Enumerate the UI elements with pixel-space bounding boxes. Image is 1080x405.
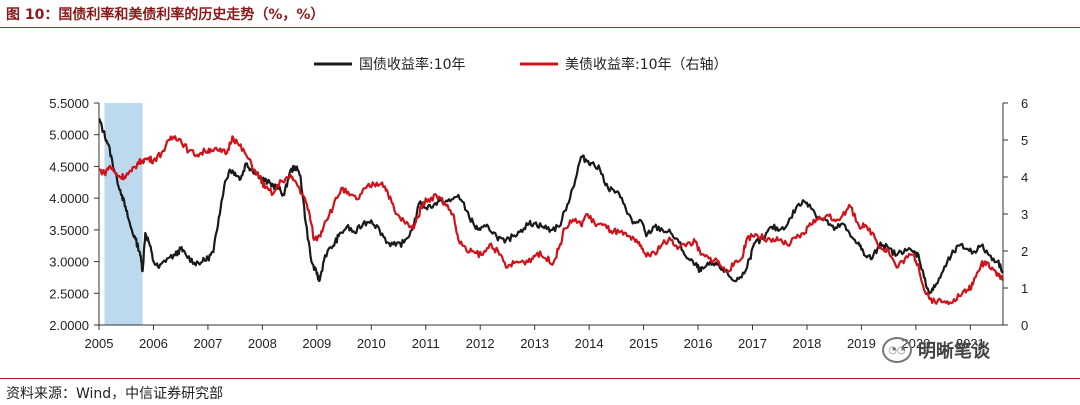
left-y-ticks: 2.0000 2.5000 3.0000 3.5000 4.0000 4.5000 5.00… — [49, 96, 99, 333]
watermark-text: 明晰笔谈 — [918, 341, 990, 362]
x-tick-label: 2018 — [792, 336, 821, 351]
left-y-tick-label: 2.5000 — [49, 286, 89, 301]
right-y-tick-label: 0 — [1021, 318, 1028, 333]
figure-title: 图 10：国债利率和美债利率的历史走势（%，%） — [6, 7, 325, 23]
left-y-tick-label: 5.5000 — [49, 96, 89, 111]
legend: 国债收益率:10年 美债收益率:10年（右轴） — [314, 56, 728, 73]
right-y-tick-label: 5 — [1021, 133, 1028, 148]
x-tick-label: 2012 — [466, 336, 495, 351]
x-tick-label: 2016 — [684, 336, 713, 351]
left-y-tick-label: 2.0000 — [49, 318, 89, 333]
x-tick-label: 2005 — [85, 336, 114, 351]
x-ticks: 2005 2006 2007 2008 2009 2010 2011 2012 2013 2014… — [85, 325, 985, 351]
left-y-tick-label: 4.0000 — [49, 191, 89, 206]
series-line-china-10y — [98, 118, 1004, 295]
x-tick-label: 2019 — [847, 336, 876, 351]
left-y-tick-label: 3.0000 — [49, 255, 89, 270]
right-y-tick-label: 3 — [1021, 207, 1028, 222]
wechat-icon: ◔◔ — [882, 337, 912, 363]
right-y-tick-label: 1 — [1021, 281, 1028, 296]
watermark: ◔◔ 明晰笔谈 — [882, 337, 990, 363]
left-y-tick-label: 5.0000 — [49, 128, 89, 143]
top-rule — [0, 27, 1080, 28]
x-tick-label: 2011 — [412, 336, 440, 351]
x-tick-label: 2008 — [248, 336, 277, 351]
x-tick-label: 2015 — [629, 336, 658, 351]
right-y-tick-label: 2 — [1021, 244, 1028, 259]
x-tick-label: 2021 — [956, 336, 985, 351]
right-y-ticks: 0 1 2 3 4 5 6 — [1003, 96, 1028, 333]
legend-label-china: 国债收益率:10年 — [359, 56, 466, 73]
chart: 2.0000 2.5000 3.0000 3.5000 4.0000 4.5000 5.00… — [49, 56, 1028, 351]
right-y-tick-label: 6 — [1021, 96, 1028, 111]
source-note: 资料来源：Wind，中信证券研究部 — [6, 386, 224, 402]
legend-label-us: 美债收益率:10年（右轴） — [565, 56, 728, 73]
right-y-tick-label: 4 — [1021, 170, 1028, 185]
x-tick-label: 2014 — [575, 336, 604, 351]
bottom-rule — [0, 378, 1080, 379]
left-y-tick-label: 4.5000 — [49, 159, 89, 174]
x-tick-label: 2017 — [738, 336, 767, 351]
x-tick-label: 2006 — [139, 336, 168, 351]
x-tick-label: 2009 — [302, 336, 331, 351]
x-tick-label: 2013 — [520, 336, 549, 351]
left-y-tick-label: 3.5000 — [49, 223, 89, 238]
x-tick-label: 2010 — [357, 336, 386, 351]
x-tick-label: 2007 — [193, 336, 222, 351]
series-line-us-10y — [98, 135, 1004, 306]
shaded-region — [104, 103, 143, 325]
